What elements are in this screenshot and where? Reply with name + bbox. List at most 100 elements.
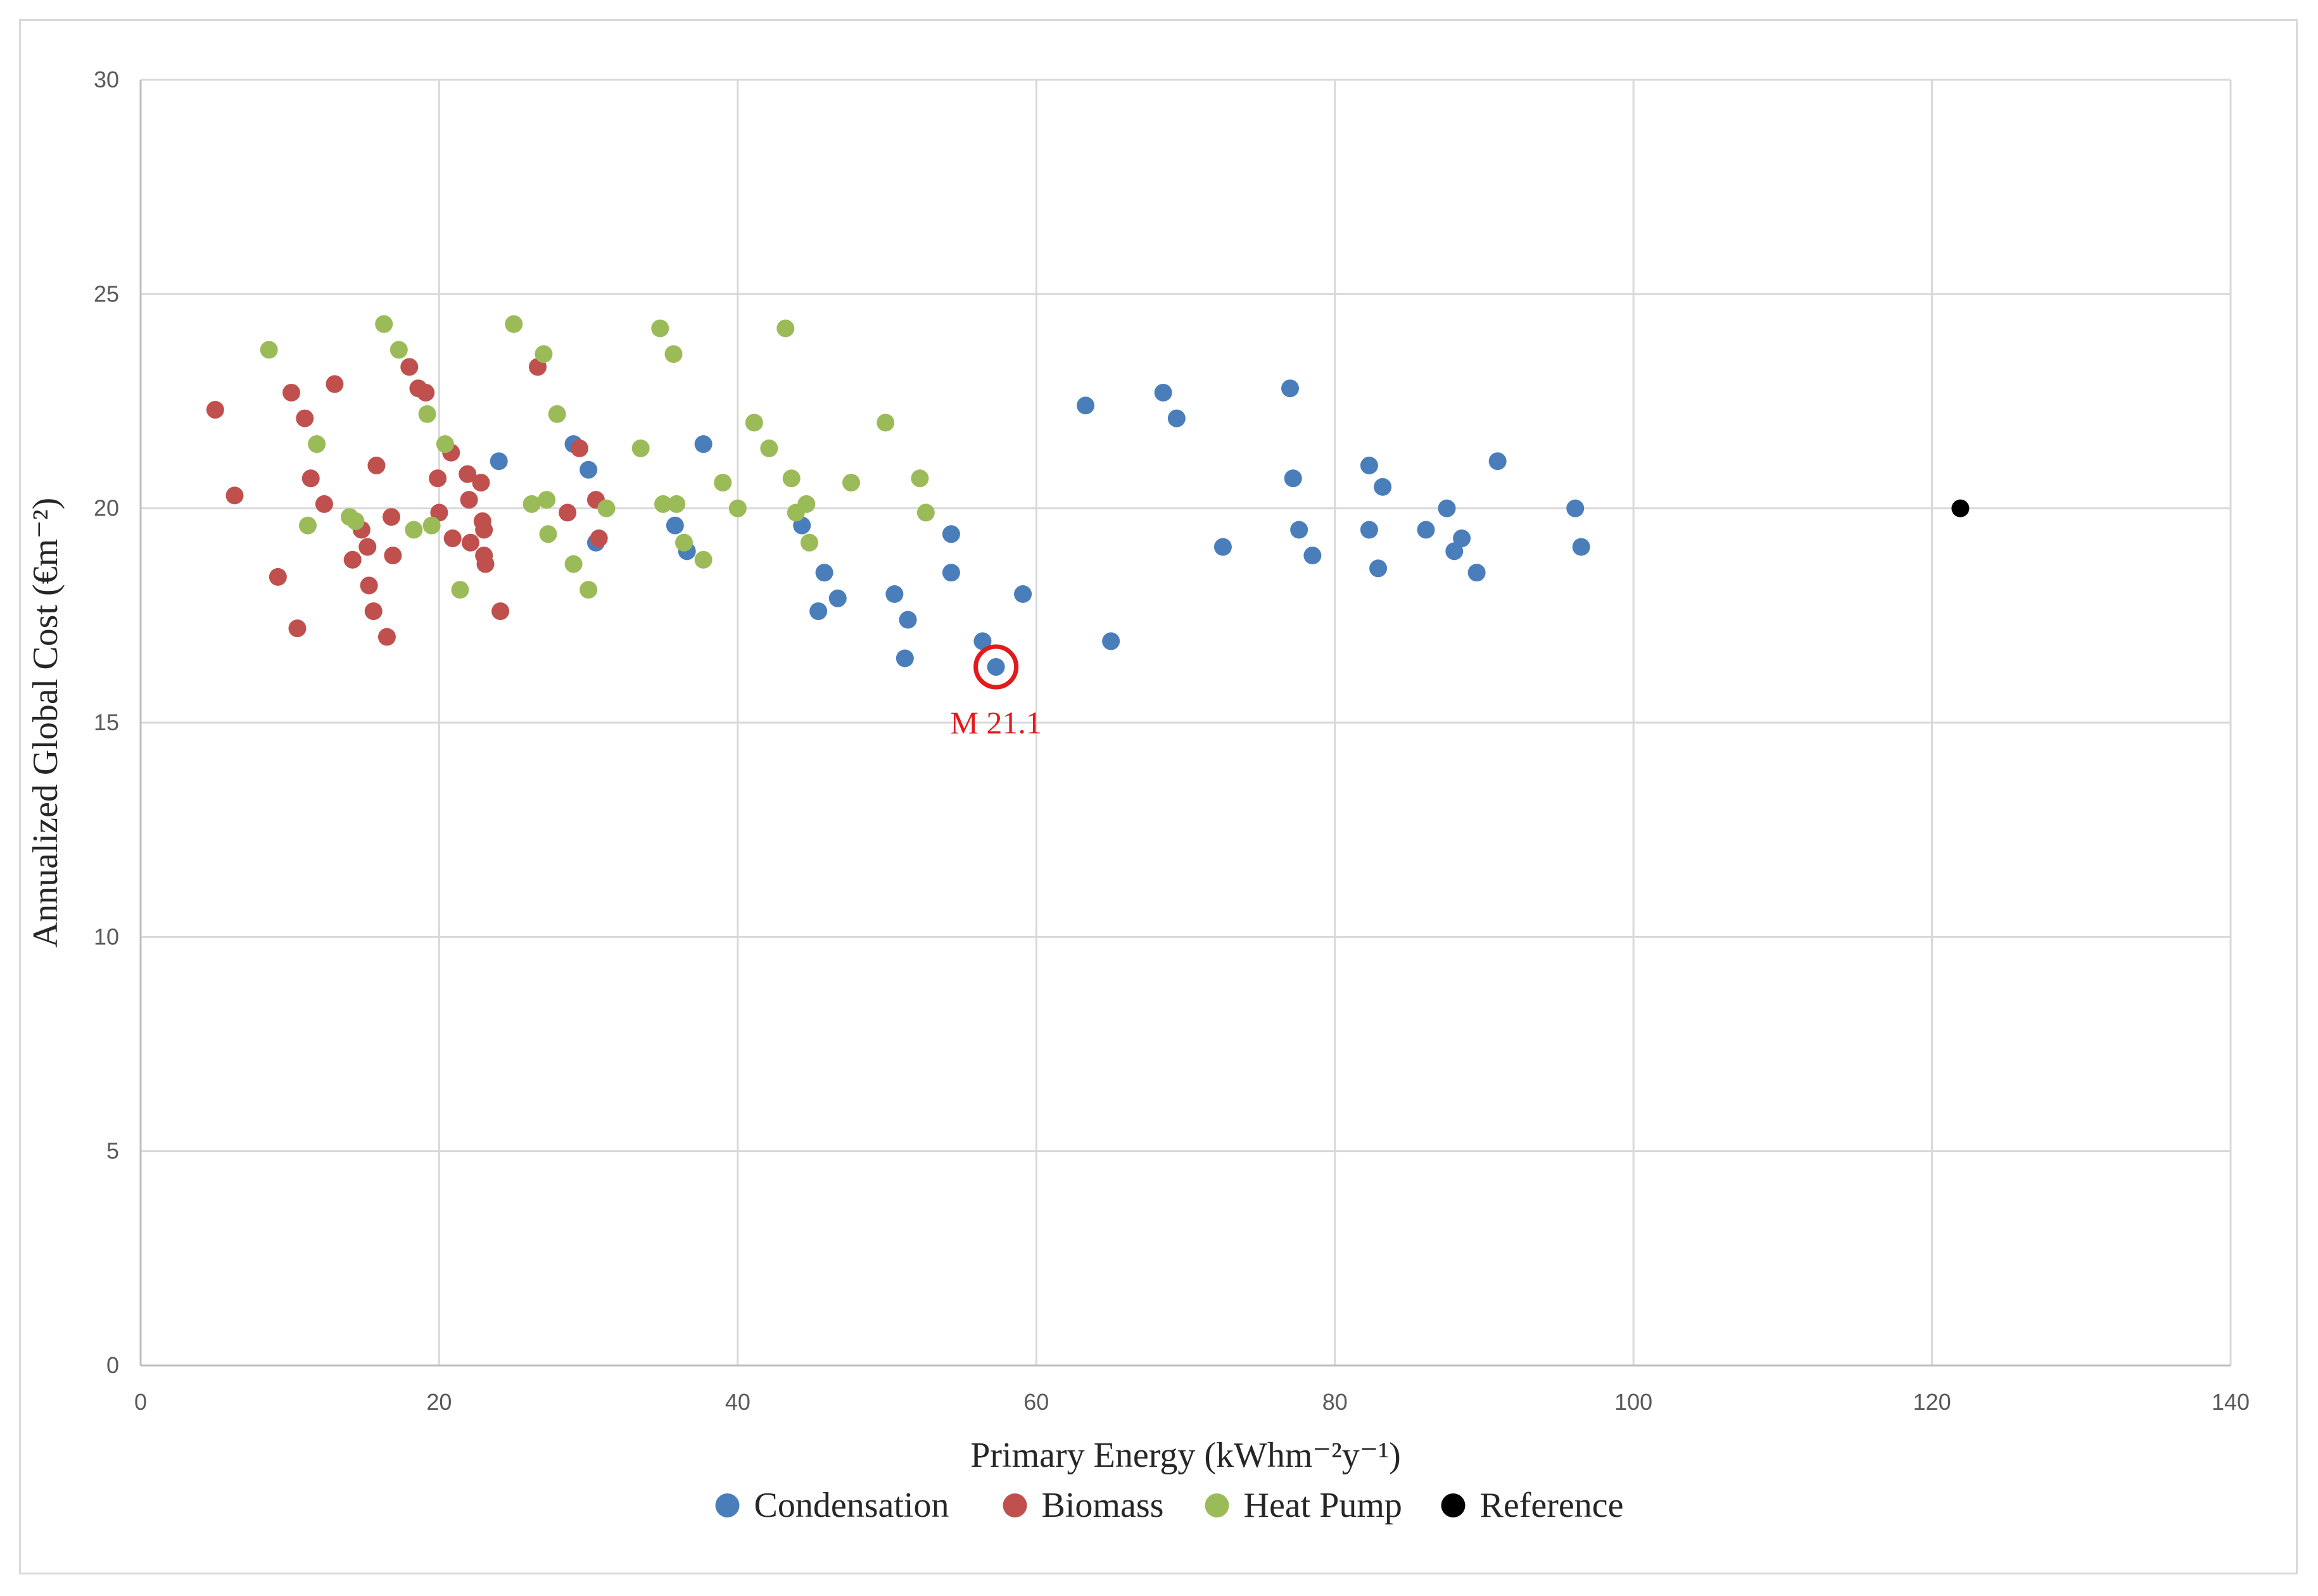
data-point: [877, 414, 895, 432]
data-point: [651, 319, 669, 338]
highlight-ring: [973, 644, 1019, 690]
data-point: [714, 474, 732, 492]
x-tick-label: 80: [1322, 1389, 1348, 1415]
legend-label: Condensation: [754, 1486, 949, 1525]
data-point: [899, 611, 917, 629]
data-point: [885, 585, 904, 603]
y-axis-title: Annualized Global Cost (€m⁻²): [26, 498, 65, 947]
data-points: [206, 315, 1970, 676]
data-point: [571, 439, 588, 457]
data-point: [476, 555, 495, 573]
data-point: [1572, 538, 1590, 556]
data-point: [580, 581, 598, 599]
x-tick-label: 0: [134, 1389, 147, 1415]
data-point: [429, 469, 447, 488]
data-point: [916, 504, 935, 522]
data-point: [1360, 521, 1378, 539]
series-heat-pump: [260, 315, 935, 599]
data-point: [472, 474, 490, 492]
legend-marker: [1003, 1493, 1027, 1517]
data-point: [1102, 632, 1120, 650]
data-point: [538, 491, 556, 509]
y-tick-label: 15: [94, 709, 119, 735]
data-point: [1014, 585, 1032, 603]
data-point: [1303, 547, 1322, 565]
y-tick-label: 30: [94, 66, 119, 92]
legend-label: Heat Pump: [1244, 1486, 1402, 1525]
y-tick-label: 5: [106, 1138, 119, 1164]
data-point: [590, 529, 608, 548]
legend-item: Biomass: [1003, 1486, 1164, 1525]
data-point: [728, 499, 747, 517]
data-point: [668, 495, 686, 513]
y-tick-label: 25: [94, 281, 119, 307]
data-point: [675, 533, 693, 552]
data-point: [1290, 521, 1308, 539]
data-point: [797, 495, 816, 513]
data-point: [1281, 379, 1299, 398]
data-point: [631, 439, 650, 457]
legend-item: Condensation: [715, 1486, 949, 1525]
x-tick-label: 40: [725, 1389, 750, 1415]
annotation-label: M 21.1: [950, 705, 1041, 740]
data-point: [666, 516, 684, 535]
data-point: [418, 405, 436, 423]
data-point: [654, 495, 672, 513]
data-point: [367, 457, 386, 474]
data-point: [1488, 452, 1507, 471]
data-point: [1360, 457, 1378, 474]
y-tick-label: 20: [94, 495, 119, 521]
data-point: [760, 439, 778, 457]
data-point: [559, 504, 577, 522]
data-point: [1374, 478, 1392, 496]
x-tick-label: 60: [1023, 1389, 1049, 1415]
data-point: [1438, 499, 1456, 517]
data-point: [522, 495, 541, 513]
data-point: [377, 628, 396, 646]
data-point: [461, 533, 479, 552]
data-point: [1154, 383, 1172, 402]
legend-marker: [1441, 1493, 1466, 1517]
legend-label: Reference: [1480, 1486, 1624, 1525]
data-point: [694, 550, 712, 569]
data-point: [1566, 499, 1585, 517]
data-point: [364, 602, 383, 621]
data-point: [288, 619, 307, 638]
data-point: [390, 341, 408, 359]
data-point: [564, 555, 583, 573]
data-point: [282, 383, 301, 402]
data-point: [801, 533, 818, 552]
legend-marker: [715, 1493, 740, 1517]
data-point: [782, 469, 801, 488]
data-point: [459, 465, 477, 483]
data-point: [422, 516, 441, 535]
data-point: [1467, 564, 1486, 582]
data-point: [315, 495, 333, 513]
data-point: [296, 409, 314, 428]
data-point: [384, 547, 402, 565]
data-point: [580, 460, 598, 479]
data-point: [942, 525, 960, 543]
data-point: [535, 345, 553, 364]
data-point: [225, 486, 244, 505]
data-point: [405, 521, 423, 539]
legend-label: Biomass: [1042, 1486, 1164, 1525]
data-point: [745, 414, 763, 432]
data-point: [343, 550, 362, 569]
data-point: [1951, 499, 1970, 517]
data-point: [491, 602, 510, 621]
data-point: [597, 499, 616, 517]
data-point: [269, 567, 287, 586]
y-tick-labels: 0 5 10 15 20 25 30: [94, 66, 119, 1378]
legend-item: Heat Pump: [1205, 1486, 1402, 1525]
data-point: [346, 512, 365, 530]
x-tick-label: 120: [1913, 1389, 1951, 1415]
data-point: [911, 469, 929, 488]
axes: [139, 80, 2231, 1367]
data-point: [260, 341, 278, 359]
x-tick-label: 100: [1614, 1389, 1652, 1415]
data-point: [206, 401, 224, 419]
data-point: [360, 576, 378, 595]
data-point: [299, 516, 317, 535]
data-point: [1417, 521, 1435, 539]
